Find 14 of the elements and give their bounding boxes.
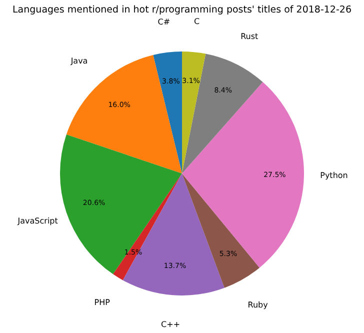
slice-label: Python [320,171,348,180]
slice-label: C [194,17,200,26]
pie-slice [182,52,206,174]
slice-label: Ruby [248,300,268,310]
slice-label: Rust [240,32,258,42]
slice-label: C++ [161,320,180,330]
slice-label: C# [158,18,170,27]
pie-slice [182,54,263,174]
pie-slice [66,54,182,174]
slice-label: JavaScript [16,216,58,226]
pie-slice [153,52,182,174]
slice-label: Java [70,56,88,66]
slice-label: PHP [94,298,110,307]
chart-title: Languages mentioned in hot r/programming posts' titles of 2018-12-26 [12,4,352,16]
